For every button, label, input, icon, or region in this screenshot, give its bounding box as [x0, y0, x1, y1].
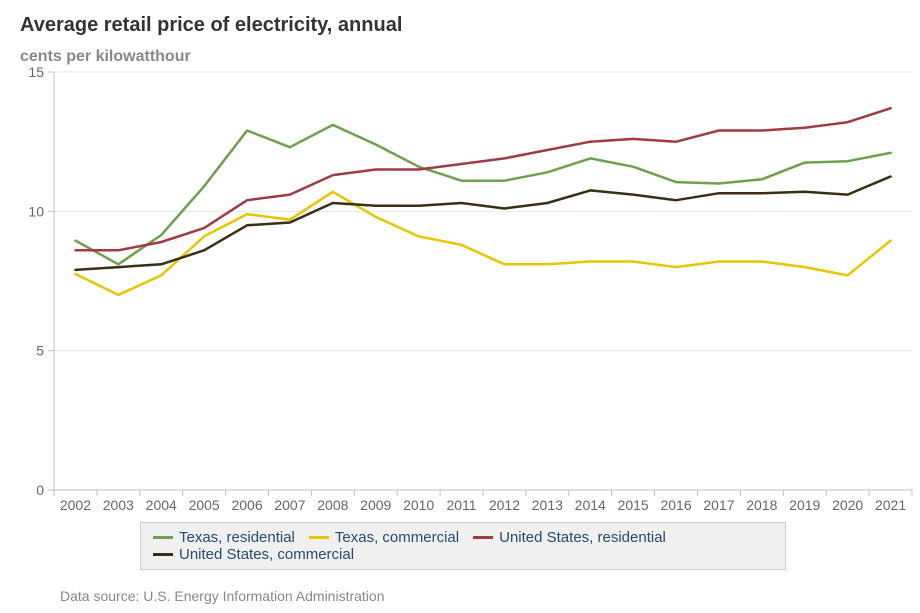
svg-text:2009: 2009: [360, 497, 391, 513]
svg-text:2007: 2007: [274, 497, 305, 513]
svg-text:2019: 2019: [789, 497, 820, 513]
chart-title: Average retail price of electricity, ann…: [20, 14, 402, 37]
svg-text:0: 0: [36, 482, 44, 498]
data-source: Data source: U.S. Energy Information Adm…: [60, 588, 384, 604]
series-line: [76, 192, 891, 295]
svg-text:2018: 2018: [746, 497, 777, 513]
svg-text:10: 10: [28, 203, 44, 219]
line-chart: 0 5 10 15 2002 2003 2004 2005 2006 2007 2008 2009 20…: [20, 60, 914, 516]
svg-text:2003: 2003: [103, 497, 134, 513]
svg-text:2021: 2021: [875, 497, 906, 513]
svg-text:2004: 2004: [146, 497, 177, 513]
legend-label: United States, residential: [499, 529, 666, 546]
svg-text:2006: 2006: [231, 497, 262, 513]
svg-text:2014: 2014: [575, 497, 606, 513]
svg-text:2010: 2010: [403, 497, 434, 513]
legend-label: Texas, residential: [179, 529, 295, 546]
svg-text:2002: 2002: [60, 497, 91, 513]
legend-label: Texas, commercial: [335, 529, 459, 546]
svg-text:2016: 2016: [660, 497, 691, 513]
svg-text:2012: 2012: [489, 497, 520, 513]
legend-item[interactable]: Texas, commercial: [309, 529, 459, 546]
svg-text:15: 15: [28, 64, 44, 80]
svg-text:2020: 2020: [832, 497, 863, 513]
svg-text:5: 5: [36, 343, 44, 359]
svg-text:2015: 2015: [618, 497, 649, 513]
legend-swatch: [473, 536, 493, 539]
series-line: [76, 108, 891, 250]
legend-item[interactable]: United States, commercial: [153, 546, 354, 563]
svg-text:2017: 2017: [703, 497, 734, 513]
legend-swatch: [153, 553, 173, 556]
legend: Texas, residentialTexas, commercialUnite…: [140, 522, 786, 570]
svg-text:2005: 2005: [189, 497, 220, 513]
legend-label: United States, commercial: [179, 546, 354, 563]
legend-item[interactable]: United States, residential: [473, 529, 666, 546]
svg-text:2011: 2011: [446, 497, 476, 513]
legend-item[interactable]: Texas, residential: [153, 529, 295, 546]
svg-text:2013: 2013: [532, 497, 563, 513]
svg-text:2008: 2008: [317, 497, 348, 513]
legend-swatch: [309, 536, 329, 539]
legend-swatch: [153, 536, 173, 539]
